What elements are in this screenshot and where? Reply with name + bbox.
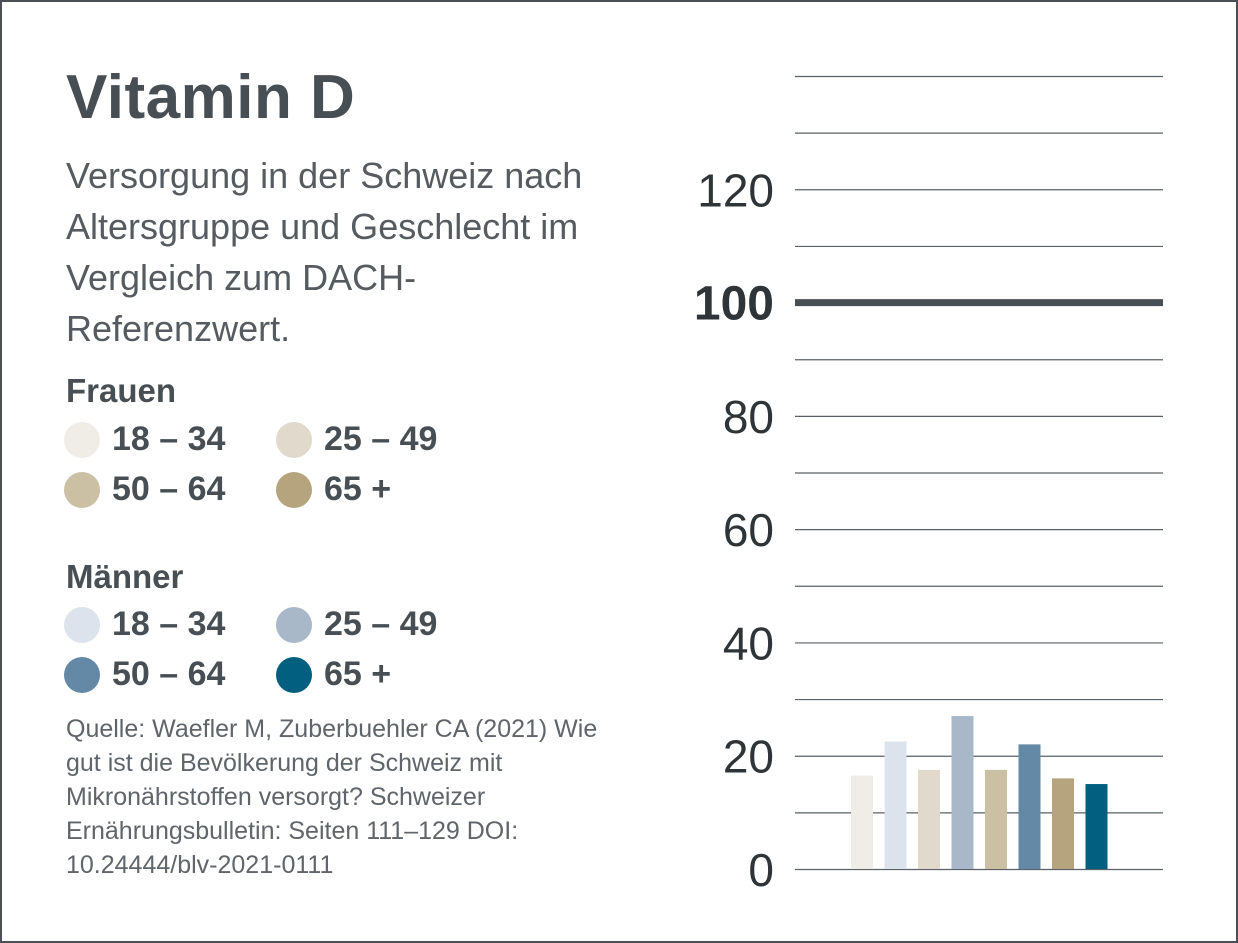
legend-women-title: Frauen: [66, 372, 177, 409]
bar-6: [1018, 744, 1041, 869]
legend-swatch-women-25-49: [276, 421, 312, 458]
bar-1: [851, 775, 873, 869]
reference-tick-label: 100: [694, 278, 774, 331]
legend-item-women-50-64: 50 – 64: [64, 470, 225, 509]
legend-item-women-25-49: 25 – 49: [276, 420, 437, 459]
legend-swatch-men-25-49: [276, 606, 312, 643]
legend-item-men-25-49: 25 – 49: [276, 605, 437, 644]
bar-7: [1052, 778, 1074, 869]
chart-title: Vitamin D: [66, 63, 356, 132]
y-tick-label: 0: [748, 844, 774, 896]
legend-label: 25 – 49: [324, 420, 438, 458]
bar-2: [884, 741, 907, 869]
y-tick-label: 120: [697, 164, 774, 216]
legend-item-women-65: 65 +: [276, 470, 391, 509]
chart-subtitle: Versorgung in der Schweiz nach Altersgru…: [66, 155, 583, 349]
bar-3: [918, 769, 940, 869]
legend-label: 50 – 64: [112, 655, 226, 693]
legend-label: 18 – 34: [112, 420, 226, 458]
legend-swatch-women-65: [276, 471, 312, 508]
legend-item-women-18-34: 18 – 34: [64, 420, 225, 459]
bar-8: [1085, 784, 1108, 869]
legend-swatch-men-50-64: [64, 656, 100, 693]
legend-item-men-18-34: 18 – 34: [64, 605, 225, 644]
legend-swatch-men-65: [276, 656, 312, 693]
bar-5: [985, 769, 1007, 869]
y-tick-label: 20: [723, 731, 774, 783]
y-tick-label: 40: [723, 617, 774, 669]
legend-swatch-women-18-34: [64, 421, 100, 458]
legend-swatch-women-50-64: [64, 471, 100, 508]
legend-item-men-50-64: 50 – 64: [64, 655, 225, 694]
legend-men-title: Männer: [66, 558, 184, 595]
legend-label: 25 – 49: [324, 605, 438, 643]
bar-4: [951, 716, 974, 869]
legend-label: 18 – 34: [112, 605, 226, 643]
y-tick-label: 80: [723, 391, 774, 443]
source-note: Quelle: Waefler M, Zuberbuehler CA (2021…: [66, 715, 598, 879]
legend-label: 65 +: [324, 655, 392, 693]
y-tick-label: 60: [723, 504, 774, 556]
legend-label: 65 +: [324, 470, 392, 508]
legend-label: 50 – 64: [112, 470, 226, 508]
legend-swatch-men-18-34: [64, 606, 100, 643]
legend-item-men-65: 65 +: [276, 655, 391, 694]
